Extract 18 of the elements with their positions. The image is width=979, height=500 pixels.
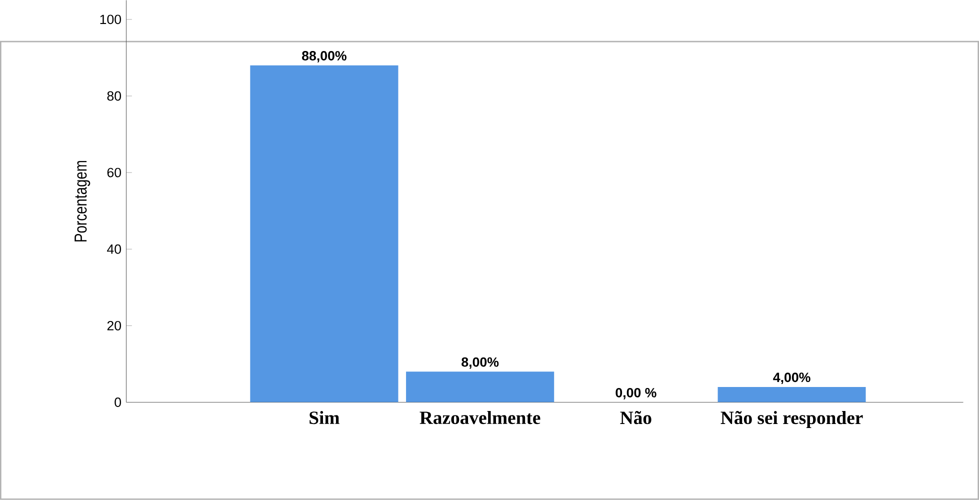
x-tick-label: Não bbox=[620, 411, 652, 424]
bar bbox=[718, 386, 866, 402]
bar bbox=[406, 372, 554, 402]
data-label: 0,00 % bbox=[616, 388, 656, 400]
y-tick-label: 60 bbox=[107, 168, 122, 178]
data-label: 88,00% bbox=[302, 51, 346, 62]
x-tick-label: Sim bbox=[310, 411, 340, 424]
y-tick-label: 80 bbox=[107, 91, 122, 101]
x-tick-label: Não sei responder bbox=[720, 411, 863, 428]
y-tick-label: 40 bbox=[107, 244, 122, 254]
y-tick-label: 100 bbox=[100, 14, 122, 24]
data-label: 4,00% bbox=[773, 372, 810, 384]
y-axis-title: Porcentagem bbox=[74, 160, 90, 242]
data-label: 8,00% bbox=[462, 357, 499, 369]
y-tick-label: 0 bbox=[114, 398, 122, 408]
y-tick-label: 20 bbox=[107, 321, 122, 330]
bar bbox=[250, 65, 398, 402]
x-tick-label: Razoavelmente bbox=[420, 411, 540, 424]
